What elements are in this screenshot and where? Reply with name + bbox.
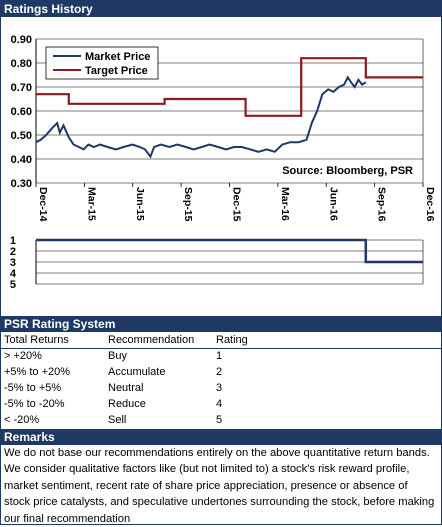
rating-tick-label: 4	[10, 268, 17, 280]
x-tick-label: Jun-15	[134, 187, 146, 221]
y-tick-label: 0.40	[11, 154, 32, 166]
price-chart: 0.90 0.80 0.70 0.60 0.50 0.40 0.30 Dec-14 Mar-15…	[11, 34, 436, 222]
y-tick-label: 0.30	[11, 178, 32, 190]
y-tick-label: 0.60	[11, 106, 32, 118]
psr-rating: 5	[216, 414, 223, 426]
y-tick-label: 0.80	[11, 58, 32, 70]
psr-header-divider	[1, 348, 441, 349]
x-tick-label: Mar-16	[279, 187, 291, 221]
psr-rating: 4	[216, 398, 223, 410]
psr-rating: 3	[216, 382, 223, 394]
y-tick-label: 0.70	[11, 82, 32, 94]
psr-rating: 2	[216, 366, 223, 378]
psr-recommendation: Neutral	[108, 382, 144, 394]
rating-tick-label: 1	[10, 235, 16, 247]
psr-recommendation: Buy	[108, 350, 127, 362]
remarks-title: Remarks	[1, 429, 441, 445]
psr-returns: -5% to +5%	[4, 382, 62, 394]
rating-tick-label: 2	[10, 246, 16, 258]
y-tick-label: 0.50	[11, 130, 32, 142]
psr-recommendation: Sell	[108, 414, 127, 426]
source-note: Source: Bloomberg, PSR	[282, 165, 413, 177]
psr-returns: +5% to +20%	[4, 366, 71, 378]
psr-recommendation: Accumulate	[108, 366, 166, 378]
rating-tick-label: 3	[10, 257, 16, 269]
psr-returns: > +20%	[4, 350, 42, 362]
x-tick-label: Dec-14	[37, 187, 49, 222]
legend-label: Market Price	[85, 51, 150, 63]
target-price-line	[36, 57, 423, 117]
psr-header-recommendation: Recommendation	[108, 334, 195, 346]
rating-line	[36, 238, 423, 264]
psr-returns: < -20%	[4, 414, 40, 426]
psr-header-total-returns: Total Returns	[4, 334, 69, 346]
legend-box	[45, 46, 159, 80]
x-tick-label: Sep-15	[182, 187, 194, 222]
market-price-line	[35, 75, 367, 159]
x-tick-label: Mar-15	[85, 187, 97, 221]
rating-tick-label: 5	[10, 279, 16, 291]
x-tick-label: Dec-16	[424, 187, 436, 222]
y-tick-label: 0.90	[11, 34, 32, 46]
psr-rating-title: PSR Rating System	[1, 316, 441, 332]
ratings-history-chart: 0.90 0.80 0.70 0.60 0.50 0.40 0.30 Dec-14 Mar-15…	[10, 34, 436, 291]
psr-returns: -5% to -20%	[4, 398, 65, 410]
psr-header-rating: Rating	[216, 334, 248, 346]
legend: Market Price Target Price	[45, 46, 159, 80]
x-tick-label: Dec-15	[231, 187, 243, 222]
psr-rating: 1	[216, 350, 223, 362]
x-tick-label: Jun-16	[327, 187, 339, 221]
legend-label: Target Price	[85, 65, 148, 77]
x-tick-label: Sep-16	[376, 187, 388, 222]
ratings-history-title: Ratings History	[1, 1, 441, 17]
psr-recommendation: Reduce	[108, 398, 146, 410]
remarks-text: We do not base our recommendations entir…	[4, 447, 435, 525]
